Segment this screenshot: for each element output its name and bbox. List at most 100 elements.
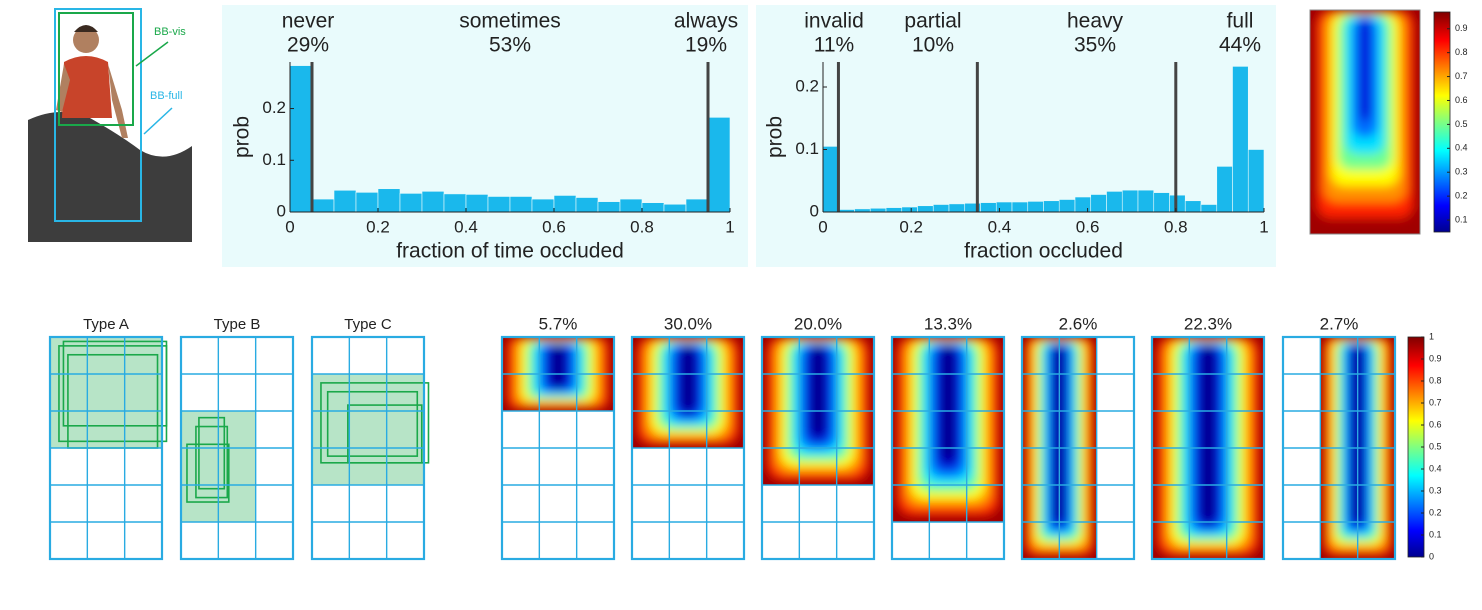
grid: [760, 335, 876, 561]
bar: [377, 188, 401, 213]
type-region: [50, 337, 162, 448]
y-tick-label: 0.1: [795, 139, 819, 158]
y-tick-label: 0: [277, 201, 286, 220]
group-name: always: [674, 10, 738, 33]
colorbar-tick-label: 1: [1429, 331, 1434, 341]
pattern-share: 22.3%: [1184, 314, 1232, 333]
grid: [179, 335, 295, 561]
colorbar-tick-label: 0.2: [1455, 191, 1468, 201]
bar: [641, 202, 665, 213]
bar: [1200, 204, 1218, 213]
arrow: [143, 107, 173, 135]
bar: [932, 204, 950, 213]
bar: [948, 203, 966, 213]
x-tick-label: 0: [285, 217, 294, 236]
bar: [1074, 196, 1092, 213]
bar: [901, 206, 918, 213]
bar: [1027, 201, 1044, 213]
heatmap: [632, 337, 744, 448]
bar: [443, 193, 467, 213]
heatmap-border: [1309, 9, 1421, 235]
heat-level: [551, 345, 565, 388]
grid: [630, 335, 746, 561]
bounding-box: [186, 443, 230, 503]
grid: [890, 335, 1006, 561]
y-tick-label: 0.2: [262, 98, 286, 117]
bar: [1011, 201, 1029, 213]
group-share: 44%: [1219, 34, 1261, 57]
heatmap: [892, 337, 1004, 522]
group-share: 11%: [814, 34, 854, 57]
grid: [1281, 335, 1397, 561]
heat-level: [681, 345, 695, 413]
heat-level: [811, 345, 825, 438]
bar: [355, 192, 379, 213]
colorbar-tick-label: 0.3: [1455, 167, 1468, 177]
bar: [531, 198, 555, 213]
bar: [1169, 194, 1186, 213]
x-tick-label: 0.2: [366, 217, 390, 236]
group-name: invalid: [804, 10, 864, 33]
group-name: full: [1227, 10, 1254, 33]
person-arms: [56, 64, 128, 138]
bar: [1090, 194, 1107, 213]
bb-vis: [58, 12, 134, 126]
occluder: [28, 111, 192, 242]
bar: [707, 117, 731, 213]
heat-levels: [632, 337, 744, 448]
bar: [465, 194, 489, 213]
person-head: [73, 27, 99, 53]
group-name: never: [282, 10, 335, 33]
grid: [1150, 335, 1266, 561]
group-share: 10%: [912, 34, 954, 57]
pattern-share: 2.7%: [1320, 314, 1359, 333]
colorbar-tick-label: 0.4: [1429, 463, 1442, 473]
bb-vis-label: BB-vis: [154, 26, 186, 38]
type-label: Type C: [344, 316, 392, 333]
bar: [1106, 191, 1123, 213]
x-tick-label: 0: [818, 217, 827, 236]
bar: [685, 198, 709, 213]
bar: [553, 195, 577, 213]
grid-border: [179, 335, 295, 561]
pattern-share: 30.0%: [664, 314, 712, 333]
grid-border: [500, 335, 616, 561]
illustration: BB-vis BB-full: [28, 8, 192, 242]
bar: [869, 207, 887, 213]
type-label: Type B: [214, 316, 261, 333]
bar: [421, 191, 445, 213]
bar: [619, 198, 643, 213]
grid-border: [890, 335, 1006, 561]
x-tick-label: 0.6: [542, 217, 566, 236]
group-name: sometimes: [459, 10, 561, 33]
colorbar: [1433, 11, 1451, 233]
person-torso: [62, 56, 112, 118]
grid: [48, 335, 164, 561]
colorbar-tick-label: 0.5: [1429, 441, 1442, 451]
x-tick-label: 1: [1259, 217, 1268, 236]
y-axis-label: prob: [231, 116, 254, 158]
heat-level: [1359, 17, 1371, 122]
grid: [500, 335, 616, 561]
colorbar-tick-label: 0.8: [1429, 375, 1442, 385]
colorbar-tick-label: 0.5: [1455, 119, 1468, 129]
group-name: partial: [904, 10, 961, 33]
bounding-box: [320, 382, 430, 464]
colorbar-tick-label: 0: [1429, 551, 1434, 561]
bounding-box: [195, 425, 229, 499]
person-hair: [74, 25, 98, 32]
y-tick-label: 0.2: [795, 76, 819, 95]
grid-border: [1020, 335, 1136, 561]
grid-border: [310, 335, 426, 561]
group-name: heavy: [1067, 10, 1124, 33]
bar: [1043, 200, 1060, 213]
group-share: 29%: [287, 34, 329, 57]
panel: [756, 5, 1276, 267]
colorbar-tick-label: 0.1: [1429, 529, 1442, 539]
colorbar-tick-label: 0.6: [1455, 95, 1468, 105]
bar: [1137, 189, 1155, 213]
bounding-box: [198, 416, 226, 490]
pattern-share: 2.6%: [1059, 314, 1098, 333]
colorbar-tick-label: 0.4: [1455, 143, 1468, 153]
